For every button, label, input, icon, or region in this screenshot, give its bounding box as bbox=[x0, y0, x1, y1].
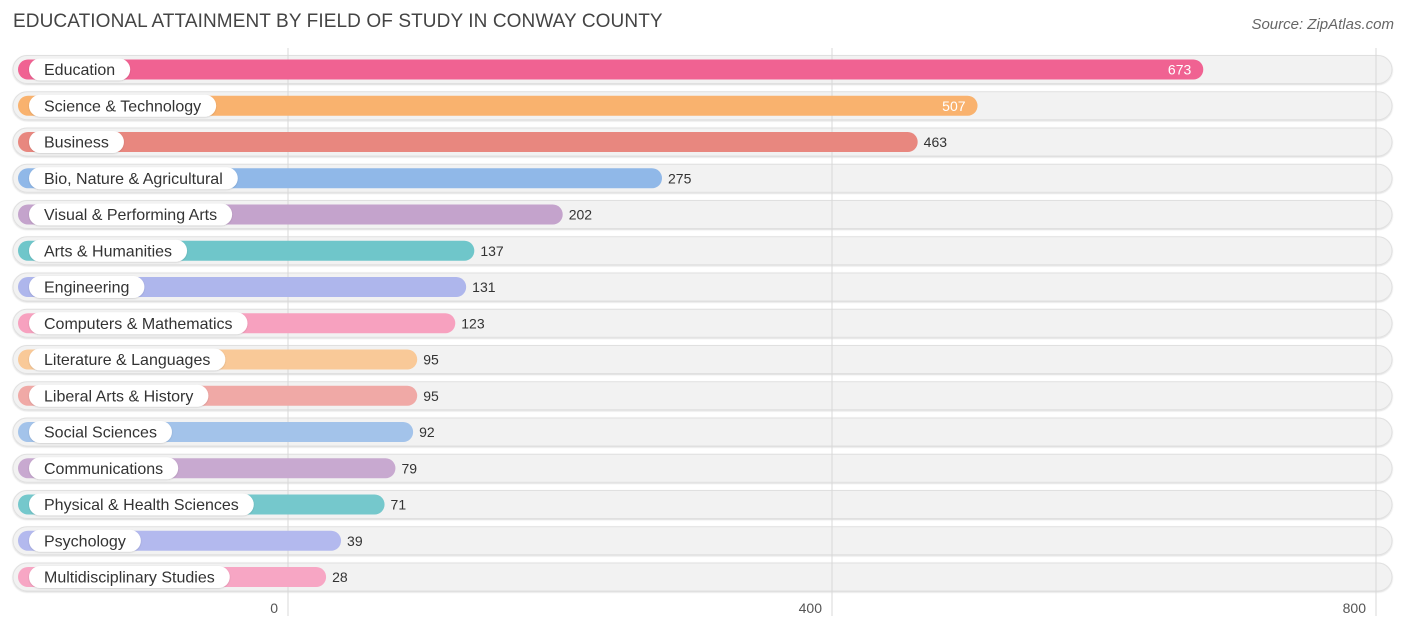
bar-row: Business 463 bbox=[18, 131, 947, 153]
bar-row: Liberal Arts & History 95 bbox=[18, 384, 439, 407]
x-tick-label: 0 bbox=[270, 600, 278, 616]
bar-row: Visual & Performing Arts 202 bbox=[18, 203, 593, 226]
bar-row: Social Sciences 92 bbox=[18, 421, 435, 443]
category-label: Arts & Humanities bbox=[44, 243, 172, 260]
value-label: 39 bbox=[347, 533, 363, 549]
category-label-pill bbox=[29, 493, 254, 516]
bar bbox=[18, 132, 918, 152]
bar-row: Psychology 39 bbox=[18, 529, 363, 552]
category-label-pill bbox=[29, 529, 141, 552]
bar bbox=[18, 95, 978, 116]
category-label-pill bbox=[29, 203, 233, 226]
category-label: Business bbox=[44, 135, 109, 152]
category-label-pill bbox=[29, 276, 145, 298]
x-tick-label: 400 bbox=[799, 600, 823, 616]
value-label: 71 bbox=[391, 497, 407, 513]
bar-track bbox=[12, 526, 1393, 556]
category-label-pill bbox=[29, 384, 209, 407]
bar-row: Computers & Mathematics 123 bbox=[18, 312, 485, 335]
value-label: 95 bbox=[423, 388, 439, 404]
value-label: 202 bbox=[569, 207, 593, 223]
bar-row: Arts & Humanities 137 bbox=[18, 239, 504, 262]
value-label: 123 bbox=[461, 315, 485, 331]
value-label: 79 bbox=[401, 460, 417, 476]
bar-track bbox=[12, 562, 1393, 592]
category-label-pill bbox=[29, 131, 124, 153]
bar-row: Physical & Health Sciences 71 bbox=[18, 493, 407, 516]
category-label-pill bbox=[29, 239, 188, 262]
category-label-pill bbox=[29, 167, 238, 190]
category-label: Physical & Health Sciences bbox=[44, 497, 239, 514]
category-label-pill bbox=[29, 421, 172, 443]
bar-row: Engineering 131 bbox=[18, 276, 496, 298]
category-label: Literature & Languages bbox=[44, 352, 210, 369]
bar bbox=[18, 59, 1204, 80]
bar-row: Science & Technology 507 bbox=[18, 94, 978, 117]
value-label: 131 bbox=[472, 279, 496, 295]
chart-source: Source: ZipAtlas.com bbox=[1251, 16, 1394, 33]
category-label-pill bbox=[29, 457, 179, 480]
value-label: 95 bbox=[423, 352, 439, 368]
category-label: Communications bbox=[44, 461, 163, 478]
category-label-pill bbox=[29, 58, 131, 81]
value-label: 28 bbox=[332, 569, 348, 585]
value-label: 137 bbox=[480, 243, 504, 259]
bar-row: Literature & Languages 95 bbox=[18, 348, 439, 371]
category-label: Visual & Performing Arts bbox=[44, 207, 217, 224]
value-label: 275 bbox=[668, 170, 692, 186]
bar-row: Multidisciplinary Studies 28 bbox=[18, 566, 348, 588]
bar-row: Education 673 bbox=[18, 58, 1204, 81]
category-label: Education bbox=[44, 62, 115, 79]
bar-row: Bio, Nature & Agricultural 275 bbox=[18, 167, 692, 190]
category-label: Psychology bbox=[44, 533, 126, 550]
value-label: 673 bbox=[1168, 62, 1192, 78]
category-label: Social Sciences bbox=[44, 425, 157, 442]
value-label: 507 bbox=[942, 98, 966, 114]
category-label: Multidisciplinary Studies bbox=[44, 570, 215, 587]
category-label-pill bbox=[29, 312, 248, 335]
value-label: 463 bbox=[924, 134, 948, 150]
category-label: Computers & Mathematics bbox=[44, 316, 233, 333]
category-label: Bio, Nature & Agricultural bbox=[44, 171, 223, 188]
x-tick-label: 800 bbox=[1343, 600, 1367, 616]
chart-title: EDUCATIONAL ATTAINMENT BY FIELD OF STUDY… bbox=[13, 11, 663, 32]
category-label-pill bbox=[29, 94, 217, 117]
category-label: Science & Technology bbox=[44, 98, 201, 115]
value-label: 92 bbox=[419, 424, 435, 440]
category-label: Liberal Arts & History bbox=[44, 388, 193, 405]
category-label-pill bbox=[29, 566, 230, 588]
category-label: Engineering bbox=[44, 280, 129, 297]
category-label-pill bbox=[29, 348, 226, 371]
bar-row: Communications 79 bbox=[18, 457, 417, 480]
